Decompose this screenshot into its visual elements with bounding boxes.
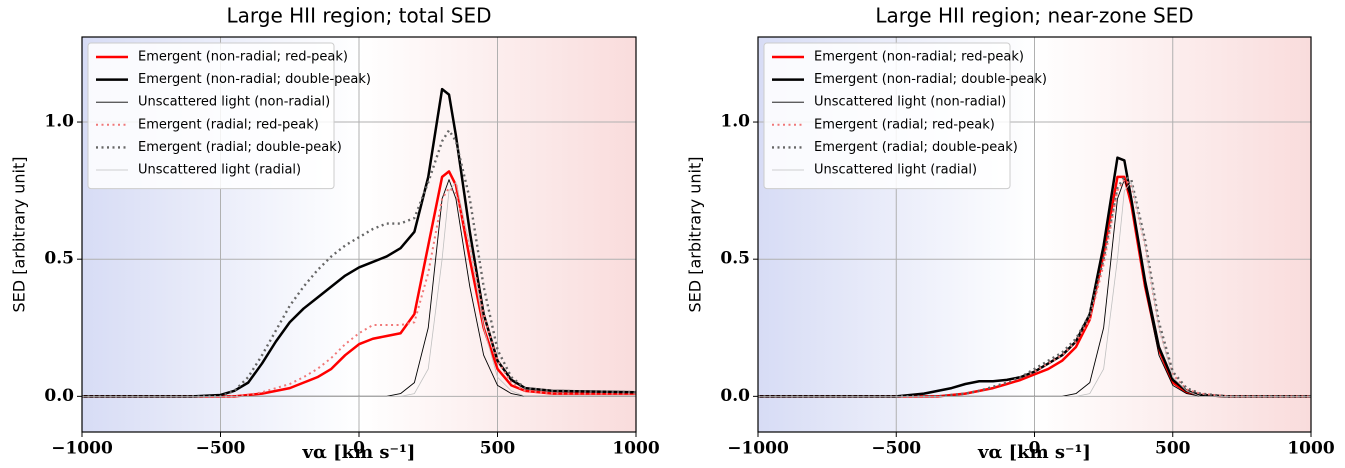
y-tick-label: 0.0 xyxy=(720,386,750,406)
y-axis-label: SED [arbitrary unit] xyxy=(10,157,29,313)
legend-label: Emergent (radial; red-peak) xyxy=(814,117,995,132)
legend-label: Emergent (non-radial; red-peak) xyxy=(814,50,1024,65)
chart-title: Large HII region; near-zone SED xyxy=(875,4,1193,28)
legend-label: Emergent (non-radial; red-peak) xyxy=(138,50,348,65)
legend-box xyxy=(87,42,335,190)
panel: −1000 −500 0 500 1000 0.0 0.5 1.0 Emergent (non-… xyxy=(686,4,1335,464)
x-tick-label: −500 xyxy=(871,439,921,459)
legend-label: Emergent (radial; double-peak) xyxy=(138,140,342,155)
legend-label: Unscattered light (non-radial) xyxy=(138,95,330,110)
x-tick-label: 500 xyxy=(1155,439,1191,459)
x-tick-label: 0 xyxy=(1029,439,1041,459)
legend-label: Emergent (radial; double-peak) xyxy=(814,140,1018,155)
series-line xyxy=(82,181,636,397)
x-tick-label: 1000 xyxy=(612,439,659,459)
chart-title: Large HII region; total SED xyxy=(227,4,492,28)
series-line xyxy=(82,186,636,398)
legend: Emergent (non-radial; red-peak) Emergent … xyxy=(763,42,1047,190)
x-tick-label: −500 xyxy=(196,439,246,459)
x-tick-label: −1000 xyxy=(51,439,113,459)
x-tick-label: −1000 xyxy=(727,439,789,459)
legend-label: Emergent (radial; red-peak) xyxy=(138,117,319,132)
y-axis-label: SED [arbitrary unit] xyxy=(686,157,705,313)
legend-label: Unscattered light (non-radial) xyxy=(814,95,1006,110)
plot-frame xyxy=(81,36,637,433)
x-tick-label: 1000 xyxy=(1287,439,1334,459)
panel: −1000 −500 0 500 1000 0.0 0.5 1.0 Emergent (non-… xyxy=(10,4,660,464)
legend-label: Emergent (non-radial; double-peak) xyxy=(814,72,1047,87)
legend: Emergent (non-radial; red-peak) Emergent … xyxy=(87,42,371,190)
legend-box xyxy=(763,42,1011,190)
x-tick-label: 500 xyxy=(480,439,516,459)
legend-label: Unscattered light (radial) xyxy=(138,163,301,178)
y-tick-label: 1.0 xyxy=(720,112,750,132)
series-line xyxy=(758,181,1311,397)
x-axis-label: vα [km s⁻¹] xyxy=(977,442,1091,463)
series-line xyxy=(82,170,636,398)
legend-label: Unscattered light (radial) xyxy=(814,163,977,178)
x-tick-label: 0 xyxy=(353,439,365,459)
y-tick-label: 0.0 xyxy=(44,386,74,406)
series-line xyxy=(758,178,1311,398)
x-axis-label: vα [km s⁻¹] xyxy=(302,442,416,463)
y-tick-label: 1.0 xyxy=(44,112,74,132)
y-tick-label: 0.5 xyxy=(44,249,74,269)
legend-label: Emergent (non-radial; double-peak) xyxy=(138,72,371,87)
plot-frame xyxy=(757,36,1312,433)
y-tick-label: 0.5 xyxy=(720,249,750,269)
